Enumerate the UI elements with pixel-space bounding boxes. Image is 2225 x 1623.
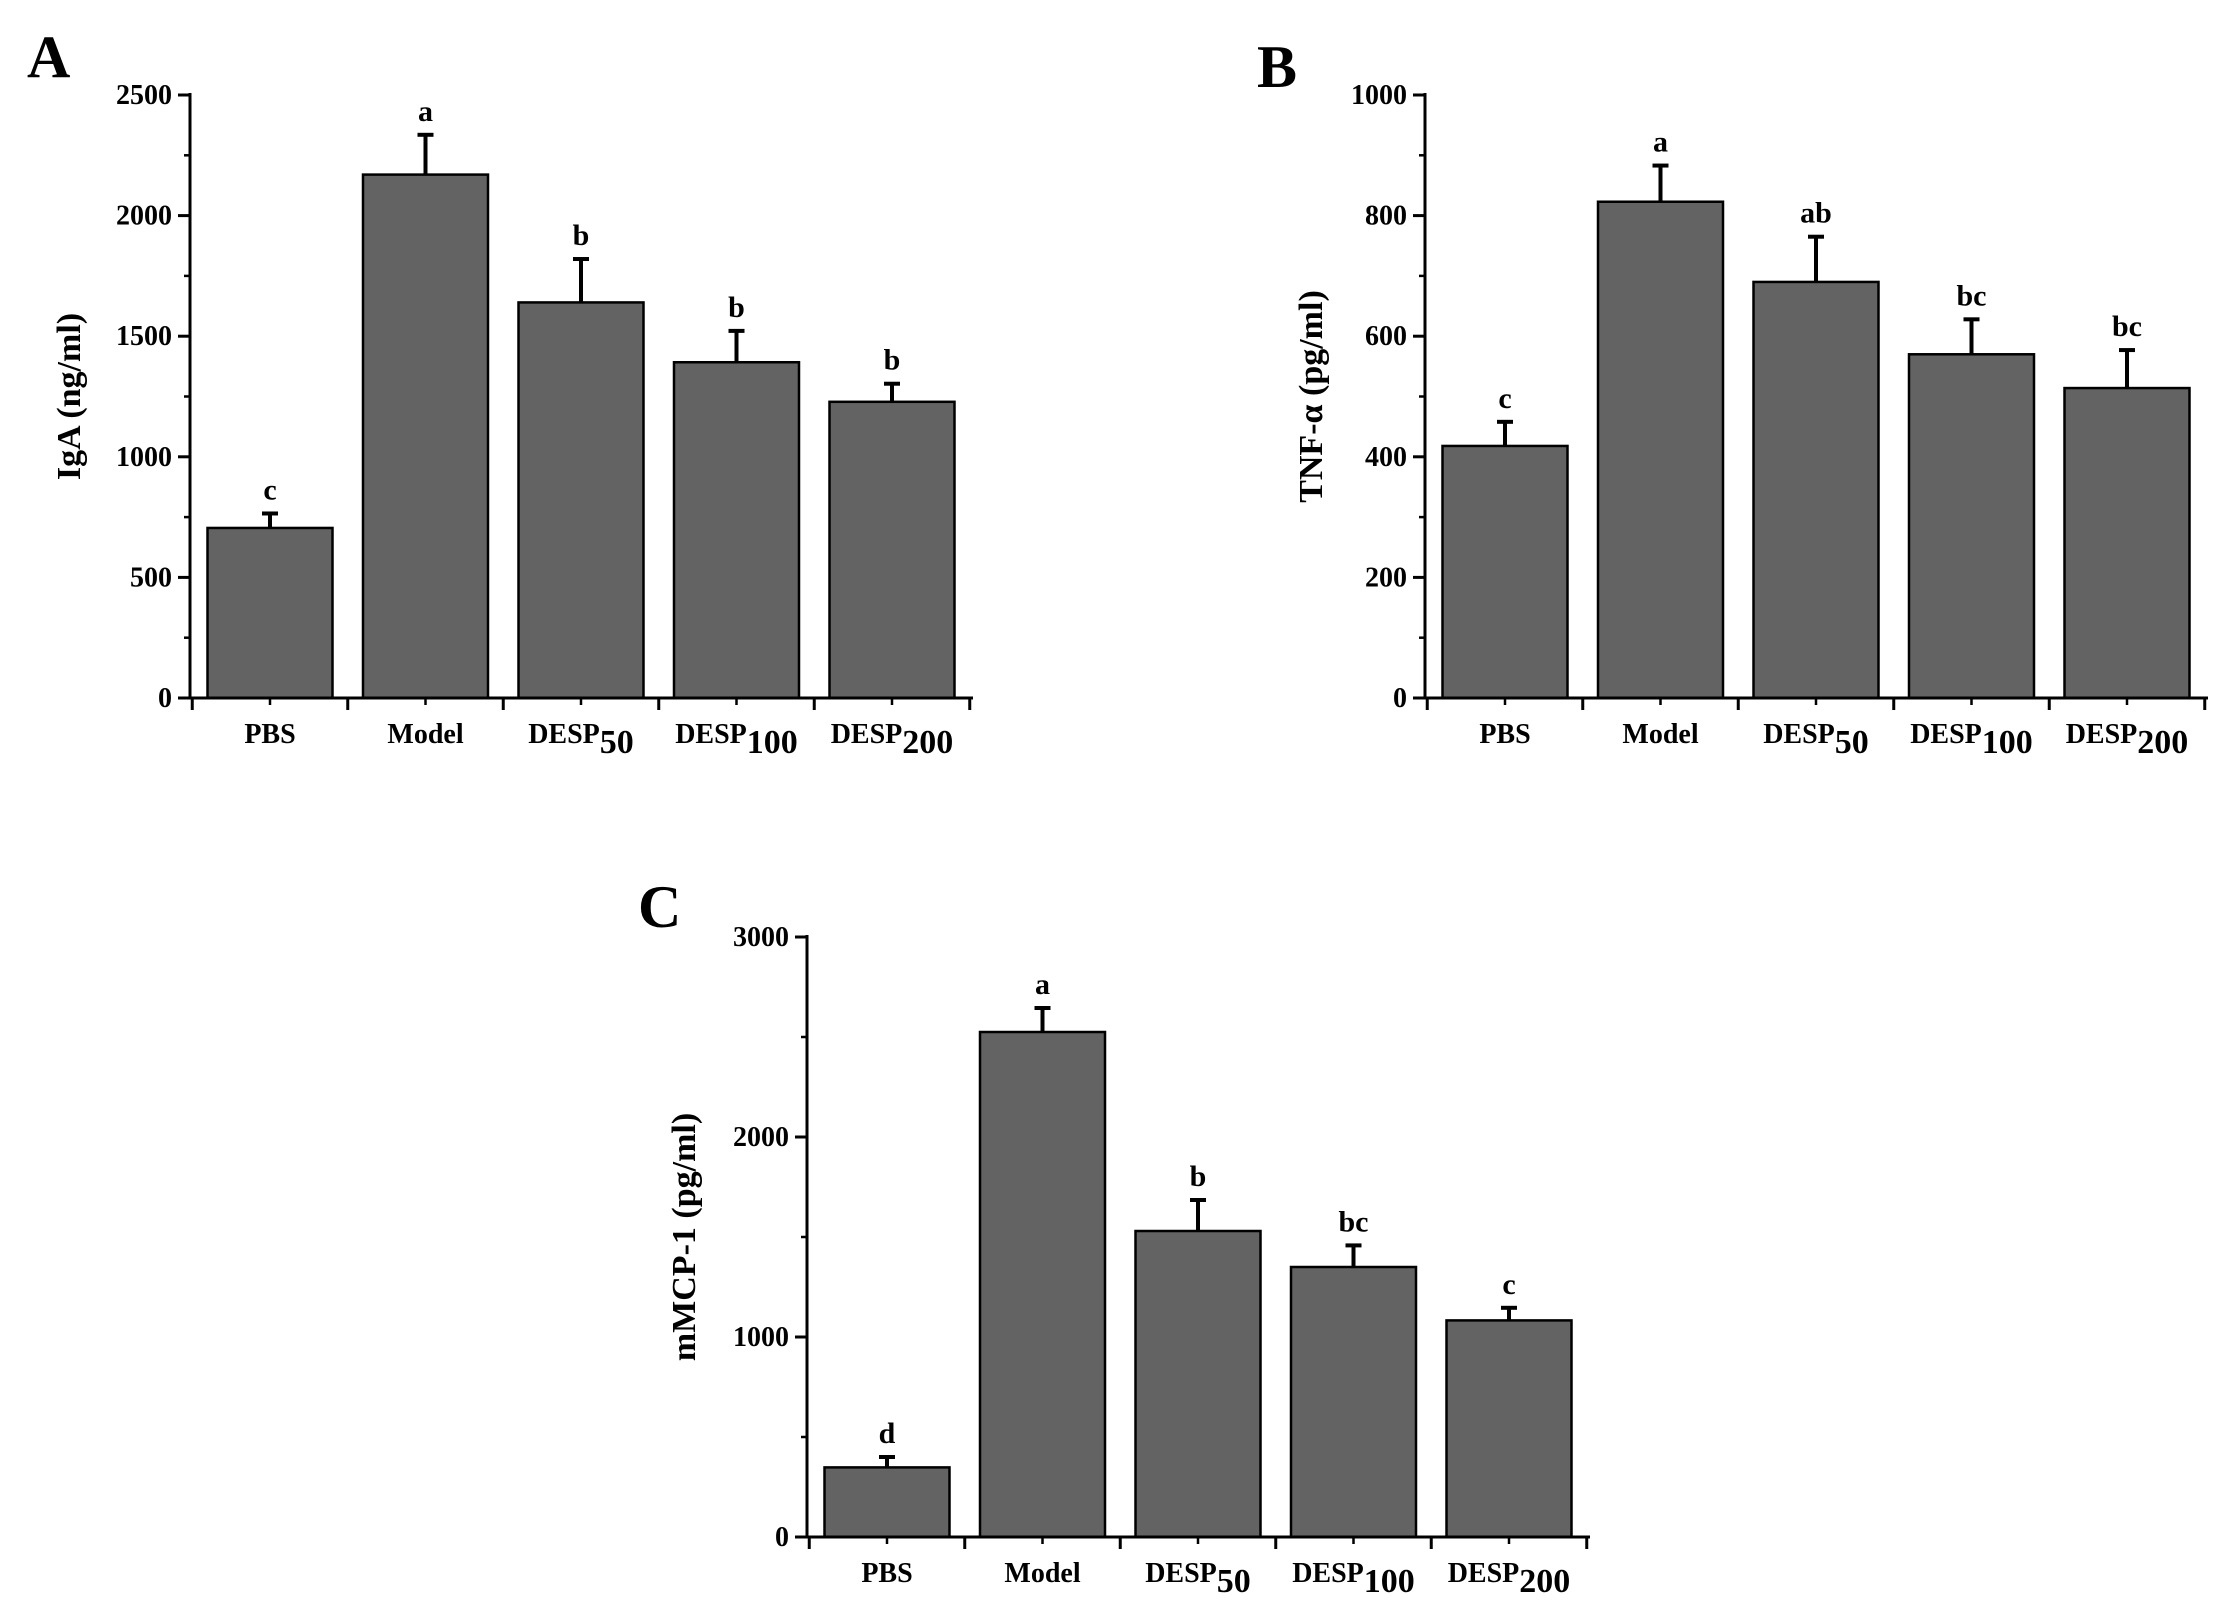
y-tick-label: 800 — [1365, 201, 1407, 232]
x-tick-label-subscript: 50 — [600, 724, 634, 761]
x-tick-label-base: DESP — [528, 719, 600, 750]
y-tick-label: 1000 — [733, 1322, 789, 1353]
x-tick-label-subscript: 200 — [1519, 1563, 1570, 1600]
significance-label: c — [263, 473, 276, 506]
x-tick-label-base: Model — [387, 719, 463, 750]
significance-label: b — [1190, 1160, 1207, 1193]
x-tick-label: DESP100 — [675, 719, 798, 761]
y-axis-label: mMCP-1 (pg/ml) — [666, 1113, 703, 1361]
x-tick-label-base: DESP — [831, 719, 903, 750]
bar — [672, 360, 801, 700]
x-tick-label-base: PBS — [861, 1558, 912, 1589]
x-tick-label-base: DESP — [1448, 1558, 1520, 1589]
panel-label: C — [638, 874, 681, 940]
x-tick-label-base: DESP — [1910, 719, 1982, 750]
x-tick-label-base: PBS — [1479, 719, 1530, 750]
x-tick-label-subscript: 100 — [747, 724, 798, 761]
bar — [1134, 1229, 1262, 1539]
significance-label: ab — [1800, 197, 1832, 230]
bar — [1289, 1265, 1418, 1539]
x-tick-label-base: DESP — [675, 719, 747, 750]
x-tick-label: Model — [387, 719, 463, 750]
x-tick-label: PBS — [861, 1558, 912, 1589]
significance-label: c — [1502, 1268, 1515, 1301]
y-tick-label: 1500 — [116, 321, 172, 352]
significance-label: b — [573, 219, 590, 252]
x-tick-label-base: PBS — [244, 719, 295, 750]
x-tick-label: DESP100 — [1292, 1558, 1415, 1600]
x-tick-label-subscript: 100 — [1364, 1563, 1415, 1600]
x-tick-label: Model — [1004, 1558, 1080, 1589]
y-tick-label: 200 — [1365, 562, 1407, 593]
chart-panel-b: B TNF-α (pg/ml) c a ab bc bc 0 200 400 600 800 1000 P… — [1257, 34, 2208, 761]
x-tick-label: DESP50 — [1145, 1558, 1251, 1600]
x-tick-label-base: DESP — [1292, 1558, 1364, 1589]
y-axis-label: IgA (ng/ml) — [51, 313, 88, 480]
bar — [823, 1466, 951, 1539]
x-tick-label-subscript: 100 — [1982, 724, 2033, 761]
x-tick-label: DESP100 — [1910, 719, 2033, 761]
x-tick-label-base: DESP — [1763, 719, 1835, 750]
x-tick-label-subscript: 50 — [1217, 1563, 1251, 1600]
significance-label: d — [879, 1417, 896, 1450]
x-tick-label: DESP50 — [1763, 719, 1869, 761]
bar — [1907, 353, 2036, 700]
bar — [978, 1030, 1107, 1539]
x-tick-label-base: DESP — [1145, 1558, 1217, 1589]
chart-panel-a: A IgA (ng/ml) c a b b b 0 500 1000 1500 2000 2500 PBS… — [27, 24, 973, 761]
x-tick-label-subscript: 50 — [1835, 724, 1869, 761]
significance-label: a — [1035, 968, 1050, 1001]
x-tick-label-base: DESP — [2066, 719, 2138, 750]
bar — [1752, 280, 1880, 700]
x-tick-label: DESP200 — [831, 719, 954, 761]
y-tick-label: 400 — [1365, 442, 1407, 473]
x-tick-label-base: Model — [1622, 719, 1698, 750]
y-tick-label: 500 — [130, 562, 172, 593]
y-tick-label: 600 — [1365, 321, 1407, 352]
y-tick-label: 0 — [158, 683, 172, 714]
x-tick-label-base: Model — [1004, 1558, 1080, 1589]
bar — [361, 173, 490, 700]
y-tick-label: 1000 — [1351, 80, 1407, 111]
significance-label: b — [884, 344, 901, 377]
x-tick-label: PBS — [1479, 719, 1530, 750]
panel-label: B — [1257, 34, 1297, 100]
bar — [1445, 1319, 1573, 1539]
significance-label: b — [728, 291, 745, 324]
x-tick-label: DESP200 — [2066, 719, 2189, 761]
significance-label: a — [418, 95, 433, 128]
y-tick-label: 2000 — [116, 201, 172, 232]
y-tick-label: 1000 — [116, 442, 172, 473]
significance-label: a — [1653, 126, 1668, 159]
x-tick-label-subscript: 200 — [2137, 724, 2188, 761]
bar — [1596, 200, 1725, 700]
y-tick-label: 0 — [1393, 683, 1407, 714]
x-tick-label: DESP200 — [1448, 1558, 1571, 1600]
y-axis-label: TNF-α (pg/ml) — [1293, 290, 1330, 503]
significance-label: bc — [1957, 279, 1987, 312]
significance-label: c — [1498, 382, 1511, 415]
y-tick-label: 3000 — [733, 922, 789, 953]
y-tick-label: 2000 — [733, 1122, 789, 1153]
significance-label: bc — [1339, 1205, 1369, 1238]
significance-label: bc — [2112, 310, 2142, 343]
x-tick-label: Model — [1622, 719, 1698, 750]
y-tick-label: 0 — [775, 1522, 789, 1553]
x-tick-label: PBS — [244, 719, 295, 750]
panel-label: A — [27, 24, 70, 90]
bar — [206, 526, 334, 700]
y-tick-label: 2500 — [116, 80, 172, 111]
bar — [1441, 444, 1569, 700]
bar — [2063, 386, 2191, 700]
x-tick-label-subscript: 200 — [902, 724, 953, 761]
x-tick-label: DESP50 — [528, 719, 634, 761]
bar — [828, 400, 956, 700]
bar — [517, 301, 645, 700]
